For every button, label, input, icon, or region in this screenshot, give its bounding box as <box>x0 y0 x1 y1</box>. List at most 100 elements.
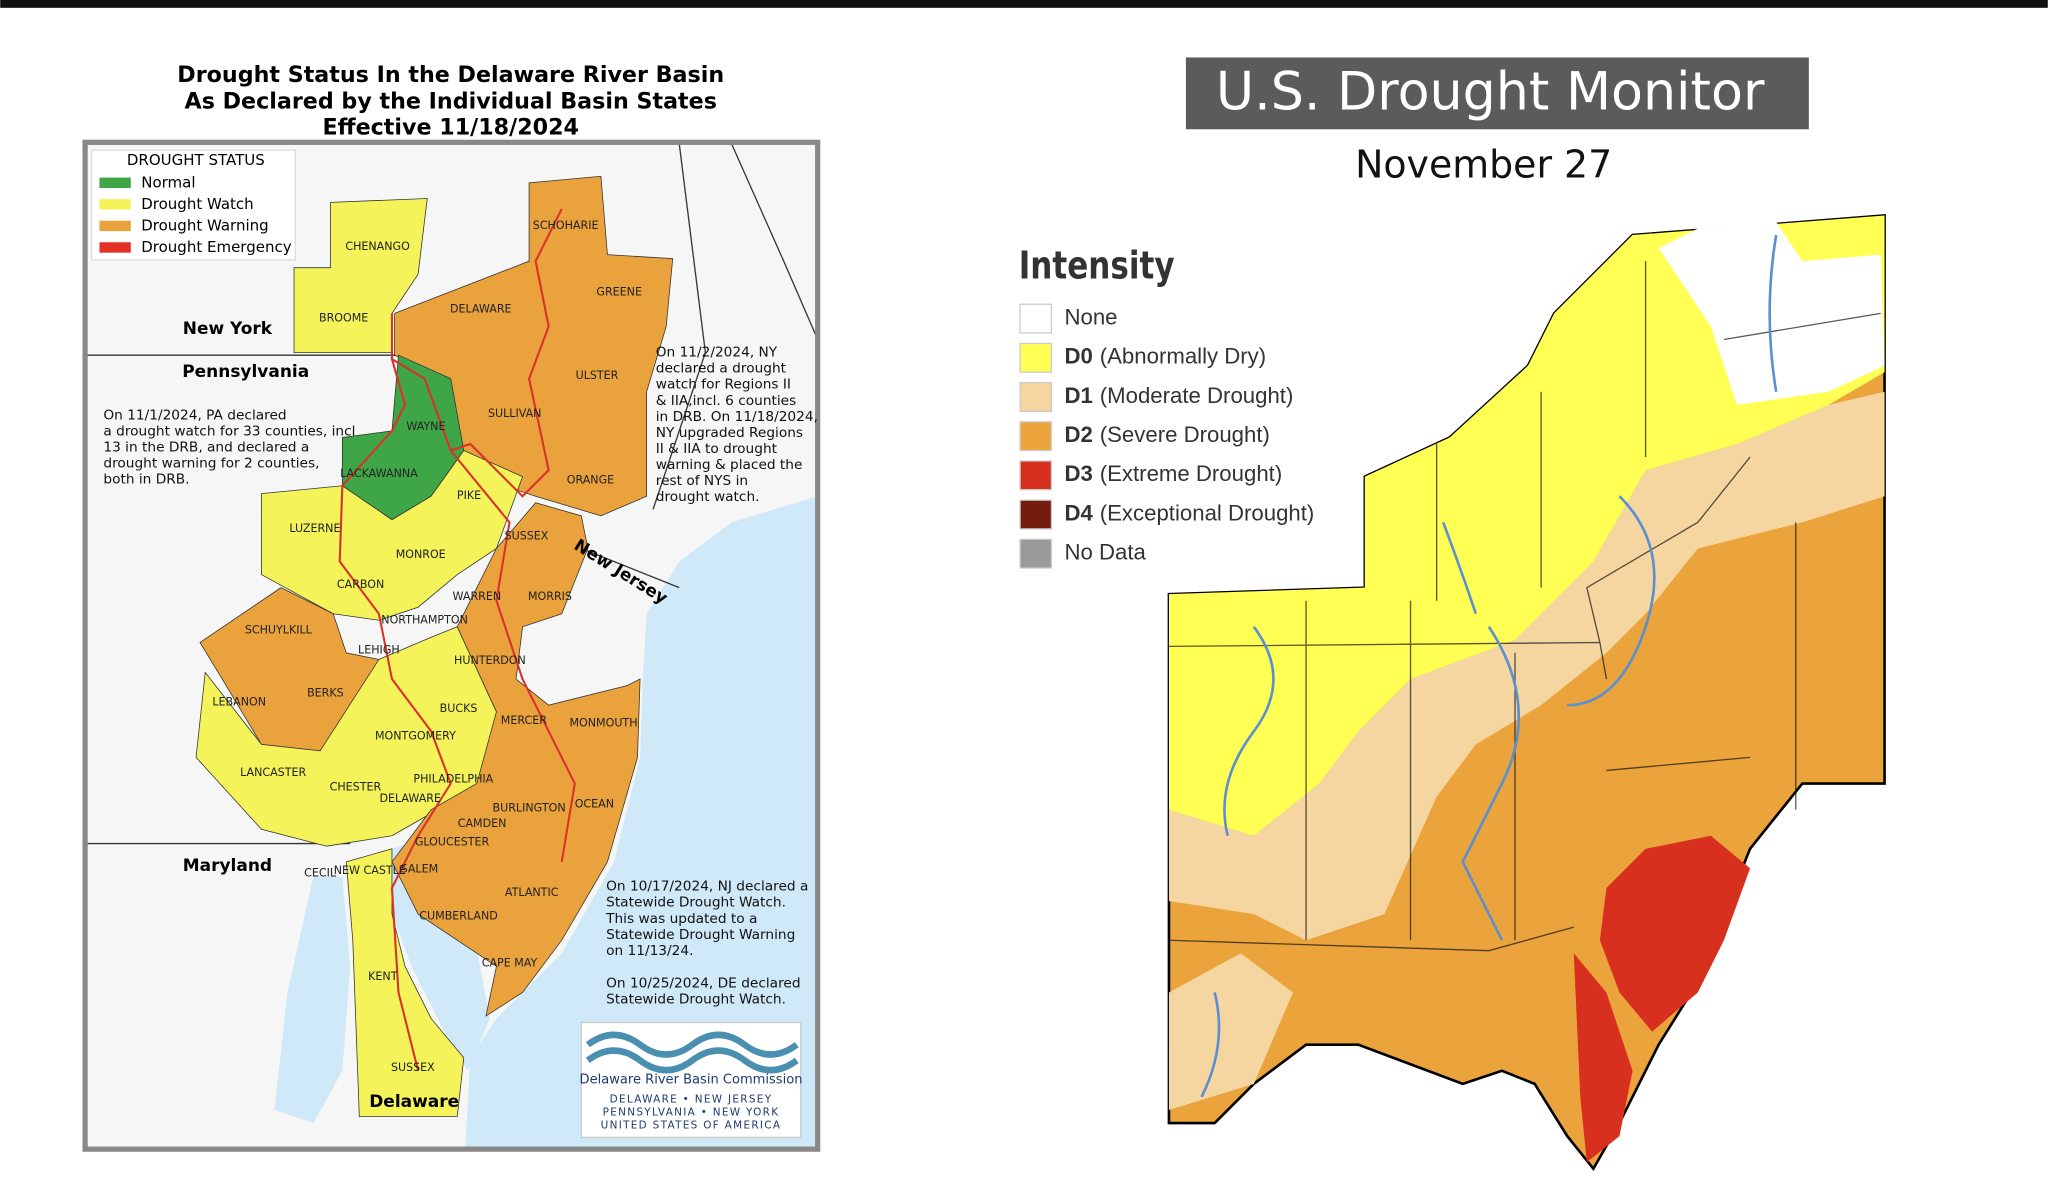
map-title: U.S. Drought Monitor <box>1216 62 1765 122</box>
legend-swatch <box>1019 342 1053 373</box>
legend-label: (Exceptional Drought) <box>1100 500 1315 525</box>
note-line: warning & placed the <box>656 457 803 473</box>
note-line: NY upgraded Regions <box>656 425 803 441</box>
county-label: SALEM <box>401 863 439 876</box>
county-region <box>391 502 641 1017</box>
note-line: a drought watch for 33 counties, incl <box>103 423 355 439</box>
note-line: This was updated to a <box>605 911 757 927</box>
legend-label: (Abnormally Dry) <box>1100 344 1266 369</box>
legend-swatch <box>99 220 131 232</box>
state-boundaries <box>85 143 819 845</box>
county-label: CHESTER <box>330 780 382 793</box>
legend-label: No Data <box>1064 540 1146 565</box>
drought-area <box>1168 215 1885 836</box>
note-line: Statewide Drought Watch. <box>606 895 786 911</box>
regions <box>1167 214 1886 1172</box>
county-label: MONROE <box>396 548 446 561</box>
legend-label: Drought Warning <box>141 216 268 234</box>
map-date: November 27 <box>1355 143 1612 187</box>
county-label: NEW CASTLE <box>334 864 406 877</box>
county-label: CAPE MAY <box>482 957 538 970</box>
note-line: II & IIA to drought <box>656 441 778 457</box>
county-label: BURLINGTON <box>493 801 566 814</box>
county-label: CUMBERLAND <box>419 910 498 923</box>
note-line: both in DRB. <box>103 472 189 488</box>
county-label: GLOUCESTER <box>415 835 490 848</box>
legend-label: (Extreme Drought) <box>1100 461 1282 486</box>
county-label: LANCASTER <box>240 766 306 779</box>
legend-swatch <box>1019 303 1053 334</box>
legend-label: Drought Emergency <box>141 238 291 256</box>
legend-code: D4 <box>1064 500 1093 525</box>
legend-swatch <box>1019 421 1053 452</box>
legend-swatch <box>1019 460 1053 491</box>
drought-area <box>1573 953 1633 1163</box>
note-line: & IIA,incl. 6 counties <box>656 393 797 409</box>
state-label: Pennsylvania <box>182 362 309 382</box>
map-title: Drought Status In the Delaware River Bas… <box>177 62 724 88</box>
county-label: DELAWARE <box>379 792 441 805</box>
note-line: 13 in the DRB, and declared a <box>103 439 309 455</box>
county-label: MERCER <box>501 714 547 727</box>
state-label: Delaware <box>369 1092 459 1112</box>
map-frame <box>82 139 821 1152</box>
legend-label: None <box>1064 304 1117 329</box>
county-label: SUSSEX <box>391 1061 435 1074</box>
note-line: drought warning for 2 counties, <box>103 455 319 471</box>
state-label: Maryland <box>183 856 272 876</box>
legend-swatch <box>1019 381 1053 412</box>
county-label: CARBON <box>337 578 384 591</box>
logo-line: DELAWARE • NEW JERSEY <box>610 1094 773 1106</box>
county-label: LEBANON <box>212 696 266 709</box>
legend-label: Normal <box>141 173 195 191</box>
county-label: SCHUYLKILL <box>245 624 313 637</box>
note-line: On 10/25/2024, DE declared <box>606 975 800 991</box>
note-line: rest of NYS in <box>656 473 748 489</box>
county-label: LEHIGH <box>358 643 400 656</box>
county-label: GREENE <box>596 286 642 299</box>
county-label: NORTHAMPTON <box>381 613 468 626</box>
note-line: watch for Regions II <box>656 377 791 393</box>
rivers <box>1200 234 1778 1098</box>
county-label: MONMOUTH <box>569 716 637 729</box>
legend-label: (Moderate Drought) <box>1100 383 1294 408</box>
drought-area <box>1599 835 1751 1032</box>
title-box <box>1185 57 1809 130</box>
note-line: Statewide Drought Watch. <box>606 991 786 1007</box>
county-label: PHILADELPHIA <box>413 773 493 786</box>
legend-title: Intensity <box>1019 245 1175 289</box>
county-label: BERKS <box>307 686 344 699</box>
county-label: OCEAN <box>575 797 614 810</box>
county-label: CECIL <box>304 867 337 880</box>
county-label: CHENANGO <box>345 240 410 253</box>
county-label: HUNTERDON <box>454 654 526 667</box>
county-label: DELAWARE <box>450 302 512 315</box>
county-label: ULSTER <box>576 369 619 382</box>
note-line: On 11/2/2024, NY <box>656 345 778 361</box>
county-label: PIKE <box>457 489 481 502</box>
legend-label: Drought Watch <box>141 195 253 213</box>
county-label: WAYNE <box>406 420 445 433</box>
chesapeake-bay <box>274 874 351 1124</box>
drought-monitor: U.S. Drought Monitor November 27 Intensity… <box>1019 57 1886 1172</box>
note-line: declared a drought <box>656 361 787 377</box>
legend-label: (Severe Drought) <box>1100 422 1270 447</box>
county-lines <box>1168 261 1881 952</box>
legend-swatch <box>99 242 131 253</box>
top-bar <box>0 0 2048 8</box>
legend-swatch <box>1019 538 1053 569</box>
logo-line: UNITED STATES OF AMERICA <box>601 1120 782 1132</box>
county-label: WARREN <box>453 590 502 603</box>
basin-map: Drought Status In the Delaware River Bas… <box>82 62 821 1152</box>
logo-waves <box>585 1031 799 1074</box>
county-label: ORANGE <box>567 474 614 487</box>
county-label: BROOME <box>319 312 368 325</box>
state-label: New York <box>183 319 273 339</box>
legend-code: D2 <box>1064 422 1092 447</box>
regions <box>195 175 674 1117</box>
county-label: ATLANTIC <box>505 886 559 899</box>
county-label: CAMDEN <box>458 817 507 830</box>
county-label: SULLIVAN <box>488 407 542 420</box>
basin-boundary <box>338 208 576 1072</box>
